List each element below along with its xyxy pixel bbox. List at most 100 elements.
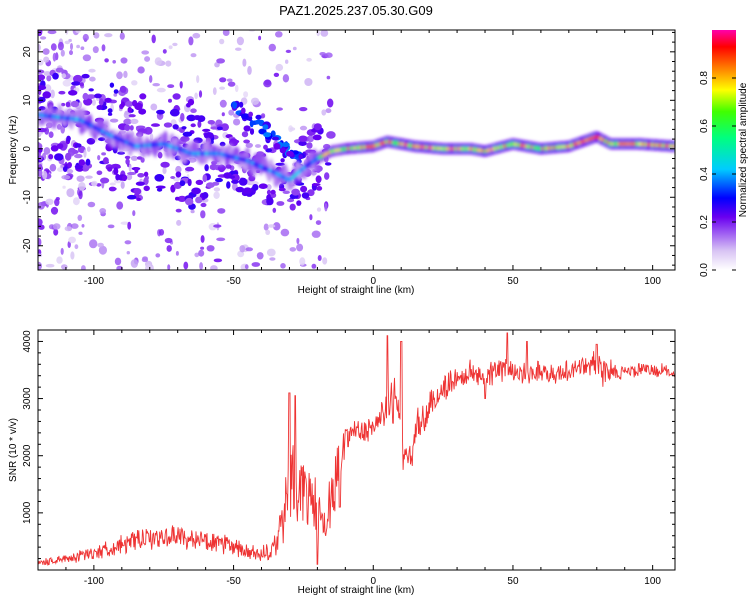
heatmap-cell: [72, 149, 79, 154]
heatmap-cell: [270, 189, 276, 195]
heatmap-cell: [114, 257, 122, 266]
heatmap-cell: [101, 44, 106, 52]
heatmap-cell: [187, 98, 195, 106]
heatmap-cell: [104, 58, 109, 63]
heatmap-cell: [321, 109, 327, 116]
heatmap-cell: [235, 47, 242, 51]
heatmap-cell: [38, 169, 43, 177]
heatmap-cell: [144, 56, 151, 62]
heatmap-cell: [167, 264, 171, 270]
heatmap-cell: [164, 237, 173, 244]
heatmap-cell: [54, 153, 64, 161]
heatmap-cell: [177, 195, 187, 202]
heatmap-cell: [217, 164, 226, 173]
figure-title: PAZ1.2025.237.05.30.G09: [279, 3, 433, 18]
heatmap-cell: [280, 263, 286, 269]
heatmap-cell: [135, 181, 145, 186]
y-tick-label: 4000: [22, 330, 33, 353]
heatmap-cell: [282, 74, 290, 83]
heatmap-cell: [52, 72, 59, 80]
heatmap-cell: [263, 132, 271, 138]
heatmap-cell: [38, 128, 47, 133]
heatmap-cell: [91, 180, 98, 187]
heatmap-cell: [120, 57, 128, 64]
heatmap-cell: [316, 186, 323, 191]
heatmap-cell: [42, 91, 51, 99]
heatmap-cell: [165, 60, 172, 67]
heatmap-cell: [50, 43, 57, 51]
heatmap-cell: [226, 78, 233, 82]
heatmap-cell: [44, 84, 52, 93]
heatmap-cell: [80, 46, 85, 50]
y-tick-label: 3000: [22, 387, 33, 410]
spectrogram-heatmap: [38, 30, 675, 270]
heatmap-cell: [235, 186, 245, 193]
heatmap-cell: [241, 107, 246, 114]
heatmap-cell: [38, 261, 42, 270]
heatmap-cell: [38, 218, 43, 226]
y-tick-label: 20: [22, 46, 33, 58]
heatmap-cell: [154, 57, 162, 66]
heatmap-cell: [73, 74, 83, 83]
heatmap-cell: [286, 198, 295, 203]
heatmap-cell: [285, 59, 289, 64]
heatmap-cell: [228, 109, 235, 116]
heatmap-cell: [207, 120, 215, 125]
heatmap-cell: [291, 188, 300, 196]
heatmap-cell: [107, 112, 113, 116]
heatmap-cell: [249, 128, 255, 135]
heatmap-cell: [190, 209, 195, 214]
heatmap-cell: [109, 182, 117, 186]
heatmap-cell: [163, 122, 173, 128]
heatmap-cell: [83, 149, 87, 158]
heatmap-cell: [315, 220, 322, 226]
heatmap-cell: [128, 163, 132, 172]
heatmap-cell: [251, 262, 261, 267]
heatmap-cell: [298, 141, 307, 146]
heatmap-cell: [258, 35, 262, 41]
heatmap-cell: [49, 163, 57, 172]
heatmap-cell: [151, 34, 156, 44]
heatmap-cell: [213, 187, 221, 192]
heatmap-cell: [62, 166, 68, 173]
snr-ticks: -100 -50 0 50 100 1000 2000 3000 4000: [22, 329, 675, 587]
heatmap-cell: [179, 81, 183, 89]
heatmap-cell: [86, 146, 91, 152]
heatmap-cell: [197, 120, 202, 128]
heatmap-cell: [281, 142, 290, 148]
heatmap-cell: [268, 43, 276, 52]
heatmap-cell: [77, 214, 83, 221]
heatmap-cell: [96, 170, 103, 176]
heatmap-cell: [242, 187, 253, 194]
heatmap-cell: [45, 263, 55, 268]
heatmap-cell: [138, 108, 147, 115]
heatmap-cell: [65, 101, 71, 108]
heatmap-cell: [166, 245, 172, 252]
heatmap-cell: [94, 93, 102, 99]
heatmap-cell: [82, 33, 89, 42]
heatmap-cell: [251, 97, 260, 106]
heatmap-cell: [311, 230, 321, 238]
heatmap-cell: [119, 32, 125, 40]
heatmap-cell: [219, 86, 226, 90]
heatmap-cell: [116, 265, 123, 270]
heatmap-cell: [272, 222, 281, 231]
heatmap-cell: [185, 166, 195, 172]
heatmap-cell: [194, 252, 200, 258]
heatmap-cell: [134, 167, 139, 174]
heatmap-cell: [80, 107, 86, 122]
heatmap-cell: [243, 91, 249, 98]
heatmap-cell: [62, 79, 72, 87]
heatmap-cell: [312, 134, 322, 141]
heatmap-cell: [107, 108, 113, 114]
y-tick-label: 2000: [22, 444, 33, 467]
heatmap-cell: [275, 63, 284, 72]
heatmap-cell: [78, 231, 83, 235]
heatmap-cell: [200, 202, 207, 208]
heatmap-cell: [158, 229, 165, 236]
heatmap-cell: [301, 192, 310, 199]
heatmap-cell: [96, 105, 103, 110]
heatmap-cell: [132, 210, 136, 217]
